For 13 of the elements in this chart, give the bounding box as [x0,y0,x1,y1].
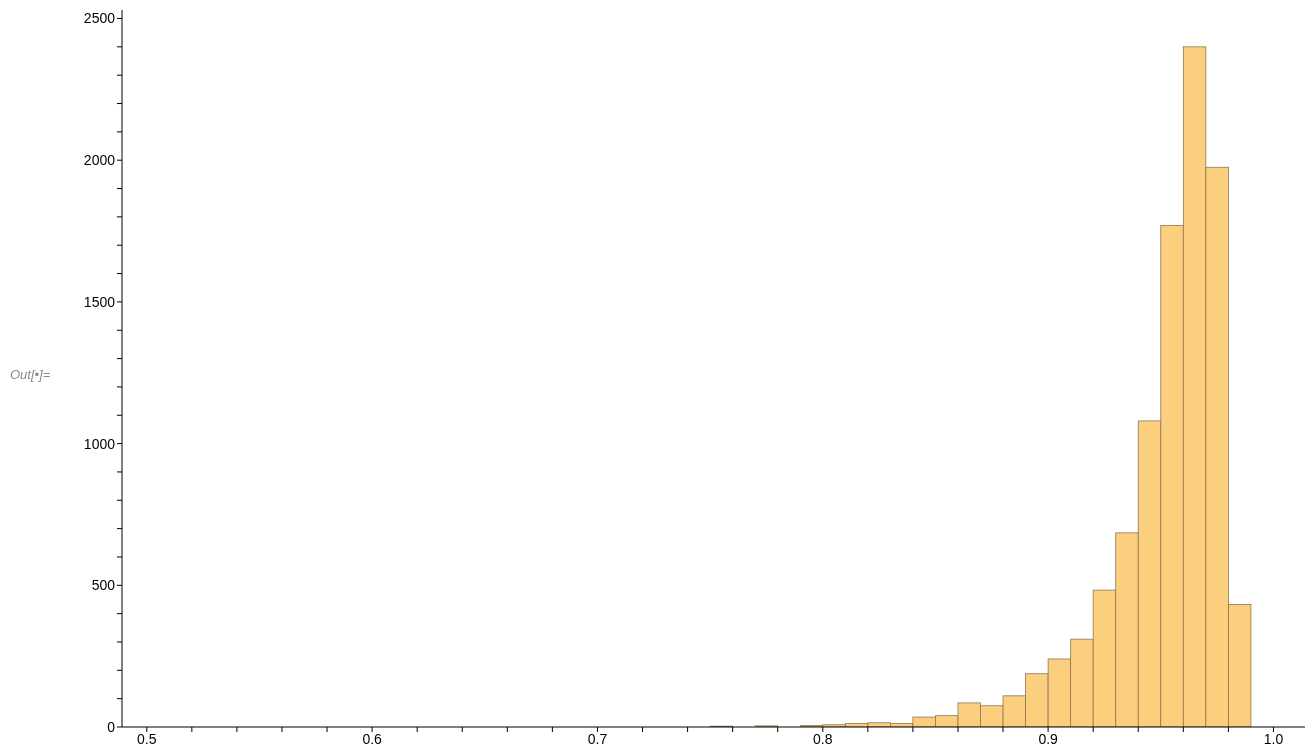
x-tick-label: 0.5 [137,730,157,747]
y-tick-label: 2000 [83,152,116,169]
x-tick-label: 1.0 [1263,730,1284,747]
x-tick-label: 0.8 [813,730,833,747]
y-tick-label: 0 [107,718,116,735]
y-tick-label: 500 [91,577,116,594]
x-tick-label: 0.7 [587,730,608,747]
y-tick-label: 1000 [83,435,116,452]
y-tick-label: 2500 [83,10,116,27]
y-tick-label: 1500 [83,293,116,310]
x-tick-label: 0.9 [1038,730,1059,747]
x-tick-label: 0.6 [362,730,383,747]
text: Out[•]= [10,367,51,382]
